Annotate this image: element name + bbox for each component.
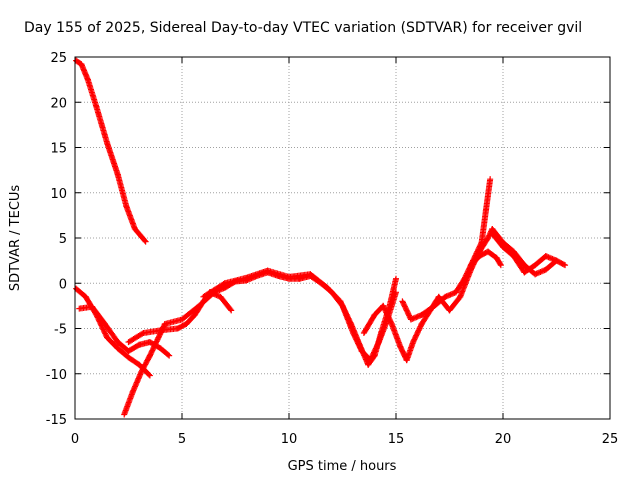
data-point bbox=[228, 307, 235, 314]
grid bbox=[75, 57, 610, 419]
x-tick-label: 20 bbox=[495, 432, 512, 447]
x-tick-label: 25 bbox=[602, 432, 619, 447]
data-point bbox=[477, 240, 484, 247]
y-tick-label: 5 bbox=[59, 232, 67, 247]
y-tick-label: -10 bbox=[46, 368, 67, 383]
data-point bbox=[497, 260, 504, 267]
data-point bbox=[339, 303, 346, 310]
y-tick-label: 15 bbox=[50, 142, 67, 157]
data-point bbox=[344, 312, 351, 319]
series-6 bbox=[200, 267, 399, 368]
data-point bbox=[393, 275, 399, 282]
series-9 bbox=[467, 248, 504, 269]
data-point bbox=[99, 325, 106, 332]
x-tick-label: 10 bbox=[281, 432, 298, 447]
data-point bbox=[341, 307, 348, 314]
data-point bbox=[337, 298, 344, 305]
data-point bbox=[345, 315, 352, 322]
data-point bbox=[165, 351, 172, 358]
data-point bbox=[560, 261, 567, 268]
y-tick-label: -15 bbox=[46, 413, 67, 428]
data-point bbox=[100, 327, 107, 334]
data-point bbox=[343, 310, 350, 317]
data-point bbox=[139, 330, 146, 337]
data-point bbox=[337, 299, 344, 306]
data-point bbox=[347, 319, 354, 326]
data-point bbox=[141, 237, 148, 244]
y-tick-label: 20 bbox=[50, 96, 67, 111]
y-axis-label: SDTVAR / TECUs bbox=[8, 185, 23, 292]
y-tick-label: 10 bbox=[50, 187, 67, 202]
data-point bbox=[388, 319, 395, 326]
data-point bbox=[343, 311, 350, 318]
data-point bbox=[344, 314, 351, 321]
data-point bbox=[101, 329, 108, 336]
x-tick-label: 15 bbox=[388, 432, 405, 447]
data-points bbox=[73, 57, 569, 418]
data-point bbox=[227, 306, 234, 313]
data-point bbox=[497, 262, 504, 269]
data-point bbox=[146, 372, 153, 379]
data-point bbox=[166, 352, 173, 359]
data-point bbox=[100, 326, 107, 333]
series-10 bbox=[489, 230, 560, 276]
data-point bbox=[220, 281, 227, 288]
data-point bbox=[102, 331, 109, 338]
tick-labels: 0 5 10 15 20 25 -15 -10 -5 0 5 10 15 20 25 bbox=[46, 51, 619, 447]
chart-title: Day 155 of 2025, Sidereal Day-to-day VTE… bbox=[24, 20, 582, 36]
series-8 bbox=[399, 176, 494, 323]
x-tick-label: 5 bbox=[178, 432, 186, 447]
y-tick-label: 0 bbox=[59, 277, 67, 292]
data-point bbox=[142, 238, 149, 245]
data-point bbox=[346, 318, 353, 325]
x-axis-label: GPS time / hours bbox=[288, 459, 397, 474]
y-tick-label: 25 bbox=[50, 51, 67, 66]
x-tick-label: 0 bbox=[71, 432, 79, 447]
data-point bbox=[562, 262, 569, 269]
data-point bbox=[102, 330, 109, 337]
series-0 bbox=[73, 57, 149, 245]
data-point bbox=[145, 371, 152, 378]
series-3 bbox=[76, 303, 173, 359]
data-point bbox=[340, 305, 347, 312]
data-point bbox=[346, 316, 353, 323]
data-point bbox=[342, 308, 349, 315]
y-tick-label: -5 bbox=[54, 323, 67, 338]
data-point bbox=[339, 302, 346, 309]
data-point bbox=[553, 257, 560, 264]
data-point bbox=[487, 176, 494, 183]
data-point bbox=[341, 306, 348, 313]
data-point bbox=[338, 301, 345, 308]
